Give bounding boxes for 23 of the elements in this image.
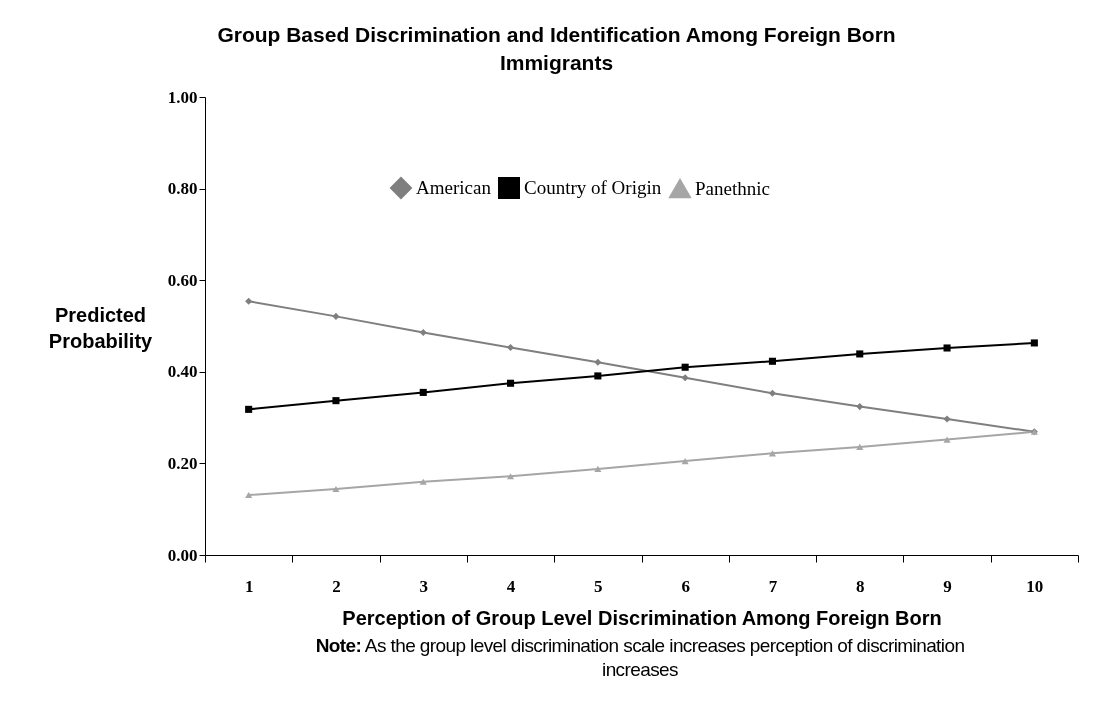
y-tick-label: 0.60 (167, 270, 198, 290)
x-tick-label: 6 (681, 576, 690, 596)
legend-label: Country of Origin (524, 177, 662, 198)
x-axis-title: Perception of Group Level Discrimination Among Foreign Born (342, 606, 942, 629)
legend-label: American (416, 177, 492, 198)
y-tick-label: 1.00 (167, 87, 198, 107)
y-tick-label: 0.80 (167, 179, 198, 199)
x-tick-label: 5 (594, 576, 603, 596)
x-tick-label: 9 (943, 576, 952, 596)
x-tick-label: 7 (768, 576, 778, 596)
x-tick-label: 4 (506, 576, 516, 596)
x-tick-label: 2 (332, 576, 341, 596)
y-tick-label: 0.40 (167, 362, 198, 382)
chart-title: Group Based Discrimination and Identification Among Foreign Born Immigrants (217, 23, 896, 74)
y-tick-label: 0.00 (167, 545, 198, 565)
y-axis-title: Predicted Probability (48, 303, 154, 352)
x-tick-label: 8 (856, 576, 865, 596)
y-tick-label: 0.20 (167, 453, 198, 473)
x-tick-label: 3 (419, 576, 428, 596)
x-tick-label: 10 (1026, 576, 1044, 596)
legend-label: Panethnic (695, 177, 770, 199)
text: Note: As the group level discrimination scale increases perception of discrimination increases (314, 634, 966, 682)
x-tick-label: 1 (244, 576, 254, 596)
